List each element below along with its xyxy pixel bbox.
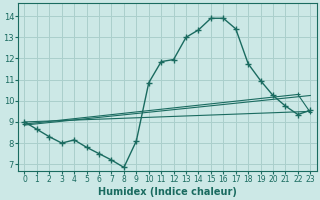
X-axis label: Humidex (Indice chaleur): Humidex (Indice chaleur) [98, 187, 237, 197]
